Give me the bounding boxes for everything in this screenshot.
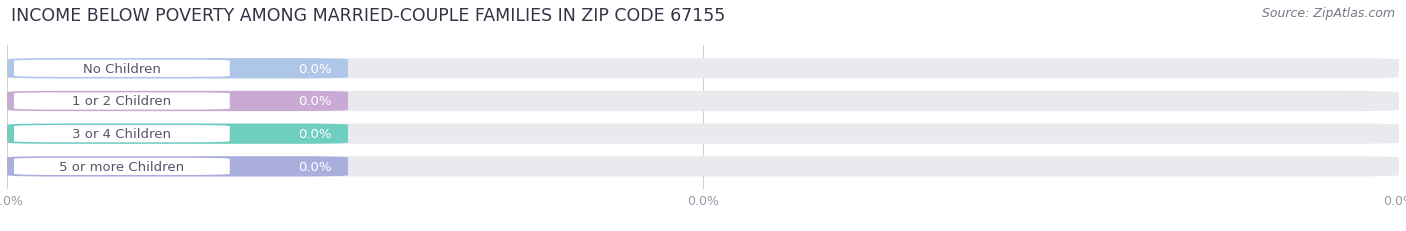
FancyBboxPatch shape (7, 157, 1399, 177)
Text: INCOME BELOW POVERTY AMONG MARRIED-COUPLE FAMILIES IN ZIP CODE 67155: INCOME BELOW POVERTY AMONG MARRIED-COUPL… (11, 7, 725, 25)
FancyBboxPatch shape (14, 93, 229, 110)
Text: 1 or 2 Children: 1 or 2 Children (72, 95, 172, 108)
Text: No Children: No Children (83, 63, 160, 76)
FancyBboxPatch shape (7, 124, 1399, 144)
FancyBboxPatch shape (7, 91, 349, 112)
Text: 5 or more Children: 5 or more Children (59, 160, 184, 173)
FancyBboxPatch shape (7, 124, 349, 144)
Text: 3 or 4 Children: 3 or 4 Children (72, 128, 172, 140)
FancyBboxPatch shape (14, 61, 229, 78)
Text: 0.0%: 0.0% (298, 63, 332, 76)
Text: 0.0%: 0.0% (298, 95, 332, 108)
Text: 0.0%: 0.0% (298, 160, 332, 173)
Text: Source: ZipAtlas.com: Source: ZipAtlas.com (1261, 7, 1395, 20)
FancyBboxPatch shape (7, 59, 1399, 79)
FancyBboxPatch shape (14, 125, 229, 143)
Text: 0.0%: 0.0% (298, 128, 332, 140)
FancyBboxPatch shape (7, 91, 1399, 112)
FancyBboxPatch shape (14, 158, 229, 175)
FancyBboxPatch shape (7, 59, 349, 79)
FancyBboxPatch shape (7, 157, 349, 177)
